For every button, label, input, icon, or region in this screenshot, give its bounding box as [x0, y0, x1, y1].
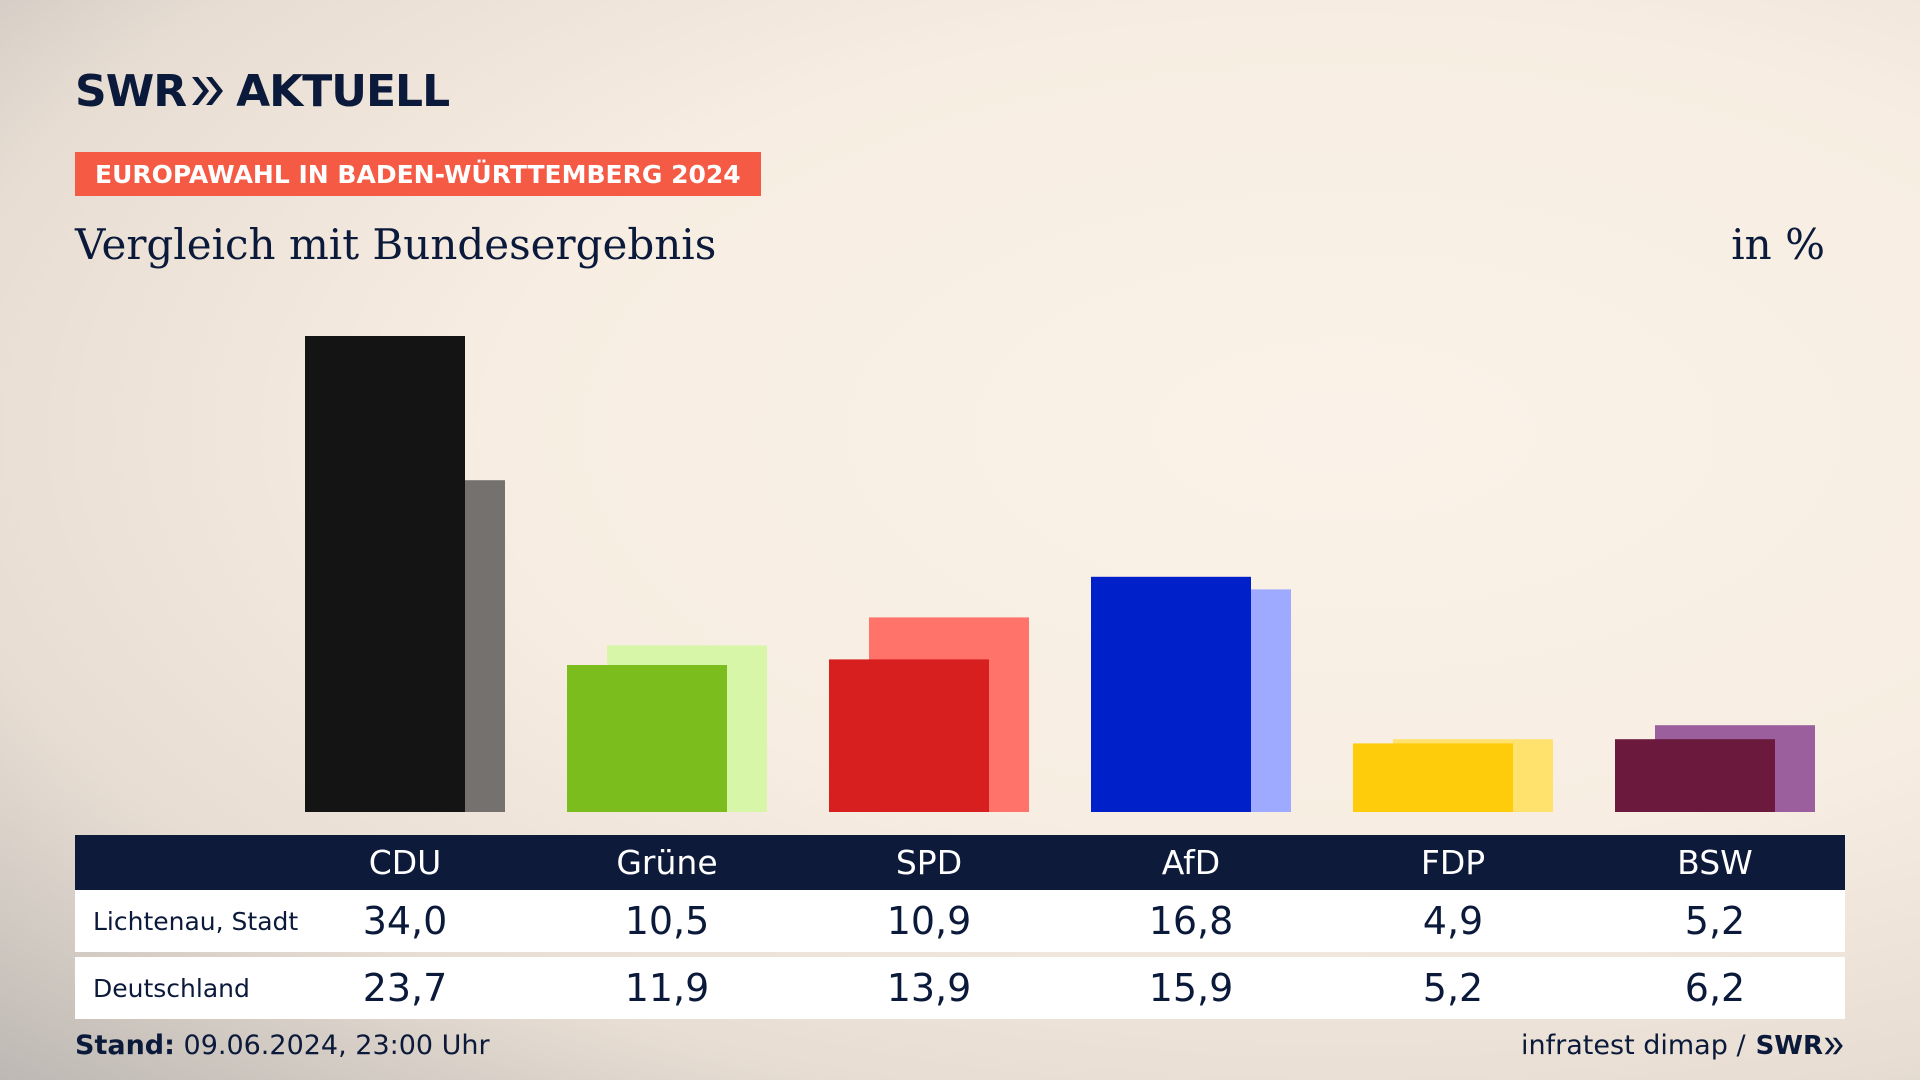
results-table: CDU Grüne SPD AfD FDP BSW Lichtenau, Stadt 34… [75, 835, 1845, 1019]
header-cdu: CDU [368, 843, 442, 882]
stand-value: 09.06.2024, 23:00 Uhr [183, 1030, 490, 1061]
value-local-cdu: 34,0 [362, 899, 448, 943]
bar-national-afd [1131, 589, 1291, 812]
bar-chart [305, 336, 1815, 812]
bar-local-spd [829, 659, 989, 812]
chevron-logo-icon [190, 74, 226, 108]
value-national-spd: 13,9 [886, 966, 972, 1010]
row-label-national: Deutschland [93, 973, 250, 1003]
table-row-local: Lichtenau, Stadt 34,0 10,5 10,9 16,8 4,9 5,2 [75, 890, 1845, 952]
source-credit: infratest dimap / SWR [1521, 1030, 1845, 1061]
header-bsw: BSW [1677, 843, 1753, 882]
row-label-local: Lichtenau, Stadt [93, 906, 299, 936]
logo-aktuell-text: AKTUELL [236, 65, 450, 117]
bar-local-bsw [1615, 739, 1775, 812]
unit-label: in % [1731, 220, 1825, 269]
bar-local-grne [567, 665, 727, 812]
value-local-spd: 10,9 [886, 899, 972, 943]
bar-national-grne [607, 645, 767, 812]
value-local-bsw: 5,2 [1684, 899, 1746, 943]
value-national-afd: 15,9 [1148, 966, 1234, 1010]
stand-label: Stand: [75, 1030, 175, 1061]
header-afd: AfD [1161, 843, 1221, 882]
chevron-mini-icon [1824, 1037, 1843, 1054]
value-national-grne: 11,9 [624, 966, 710, 1010]
logo-swr-text: SWR [75, 65, 187, 117]
value-national-cdu: 23,7 [362, 966, 448, 1010]
source-text: infratest dimap / [1521, 1030, 1746, 1061]
header-spd: SPD [895, 843, 963, 882]
bar-local-afd [1091, 576, 1251, 812]
header-grne: Grüne [616, 843, 718, 882]
value-national-bsw: 6,2 [1684, 966, 1746, 1010]
bar-national-spd [869, 617, 1029, 812]
value-local-grne: 10,5 [624, 899, 710, 943]
bar-national-bsw [1655, 725, 1815, 812]
election-tag: EUROPAWAHL IN BADEN-WÜRTTEMBERG 2024 [75, 152, 761, 196]
bar-local-fdp [1353, 743, 1513, 812]
bar-national-fdp [1393, 739, 1553, 812]
bar-national-cdu [345, 480, 505, 812]
table-header: CDU Grüne SPD AfD FDP BSW [75, 835, 1845, 890]
value-local-fdp: 4,9 [1422, 899, 1484, 943]
header-fdp: FDP [1420, 843, 1486, 882]
swr-aktuell-logo: SWR AKTUELL [75, 65, 450, 117]
bar-local-cdu [305, 336, 465, 812]
value-local-afd: 16,8 [1148, 899, 1234, 943]
swr-mini-logo: SWR [1756, 1031, 1845, 1061]
table-row-national: Deutschland 23,7 11,9 13,9 15,9 5,2 6,2 [75, 957, 1845, 1019]
timestamp: Stand: 09.06.2024, 23:00 Uhr [75, 1030, 490, 1061]
value-national-fdp: 5,2 [1422, 966, 1484, 1010]
chart-subtitle: Vergleich mit Bundesergebnis [75, 220, 717, 269]
swr-mini-logo-text: SWR [1755, 1030, 1823, 1061]
